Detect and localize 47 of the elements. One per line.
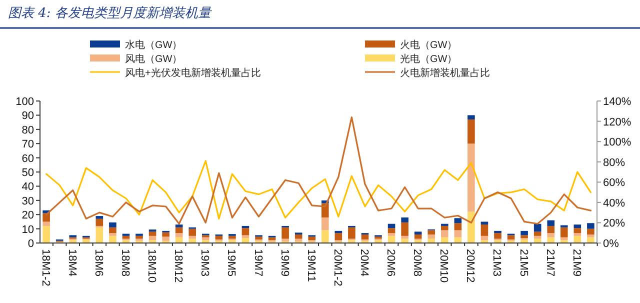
x-tick-label: 20M10 (438, 249, 450, 283)
legend-label: 水电（GW） (125, 39, 182, 51)
y-tick-label: 20 (22, 210, 34, 222)
x-tick-label: 21M5 (517, 249, 530, 277)
x-tick-label: 18M1-2 (39, 249, 52, 286)
x-tick-label: 21M3 (490, 249, 503, 277)
legend-label: 风电（GW） (125, 53, 182, 65)
x-tick-label: 20M4 (358, 249, 370, 277)
x-tick-label: 20M12 (464, 249, 476, 283)
x-tick-label: 19M7 (252, 249, 264, 277)
x-tick-label: 20M8 (411, 249, 424, 277)
y2-tick-label: 40% (603, 197, 626, 210)
x-tick-label: 19M9 (278, 249, 290, 277)
y2-tick-label: 80% (603, 156, 626, 169)
x-tick-label: 20M1-2 (331, 249, 344, 286)
legend-label: 火电（GW） (400, 39, 458, 51)
y-tick-label: 90 (22, 110, 34, 122)
y-tick-label: 0 (28, 238, 34, 250)
y-tick-label: 70 (22, 138, 34, 151)
y2-tick-label: 0% (603, 238, 620, 250)
x-tick-label: 18M6 (92, 249, 104, 277)
y-tick-label: 40 (22, 181, 34, 194)
legend-label: 火电新增装机量占比 (400, 67, 490, 79)
y2-tick-label: 120% (603, 116, 632, 128)
y-tick-label: 10 (22, 224, 34, 236)
legend-label: 风电+光伏发电新增装机量占比 (125, 67, 261, 79)
y-tick-label: 100 (16, 96, 34, 108)
y2-tick-label: 100% (603, 136, 632, 149)
x-tick-label: 19M5 (225, 249, 238, 277)
x-tick-label: 21M9 (570, 249, 582, 277)
y2-tick-label: 140% (603, 96, 632, 108)
x-tick-label: 18M12 (172, 249, 184, 283)
x-tick-label: 18M8 (118, 249, 131, 277)
x-tick-label: 19M11 (304, 249, 317, 282)
y-tick-label: 50 (22, 167, 34, 179)
x-tick-label: 20M6 (384, 249, 397, 277)
y-tick-label: 80 (22, 124, 34, 136)
y2-tick-label: 20% (603, 218, 626, 230)
y-tick-label: 60 (22, 152, 34, 165)
y-tick-label: 30 (22, 195, 34, 208)
x-tick-label: 18M10 (146, 249, 158, 283)
x-tick-label: 19M3 (198, 249, 211, 277)
legend-label: 光电（GW） (400, 53, 458, 65)
y2-tick-label: 60% (603, 177, 626, 190)
x-tick-label: 21M7 (544, 249, 556, 277)
x-tick-label: 18M4 (66, 249, 78, 277)
chart-title: 图表 4: 各发电类型月度新增装机量 (8, 5, 213, 21)
